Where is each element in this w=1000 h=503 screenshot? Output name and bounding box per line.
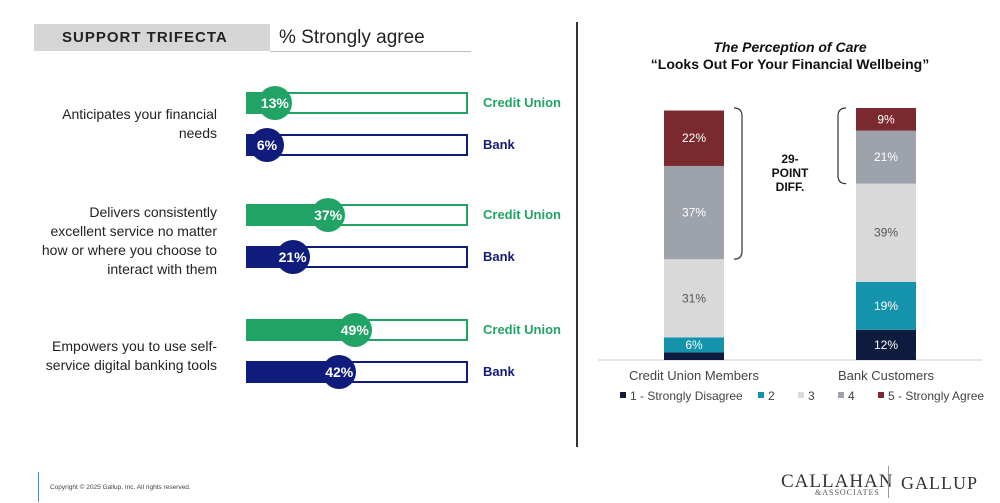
header-rule xyxy=(270,51,471,52)
question-label: Anticipates your financial needs xyxy=(20,105,217,143)
legend-swatch xyxy=(838,392,844,398)
question-label: Empowers you to use self-service digital… xyxy=(20,337,217,375)
right-bracket xyxy=(837,107,847,185)
bank-bar-fill xyxy=(248,363,342,381)
legend-swatch xyxy=(758,392,764,398)
stack-segment xyxy=(856,281,916,330)
chart-title: The Perception of Care xyxy=(713,39,867,55)
stack-segment xyxy=(856,130,916,184)
diff-annotation: POINT xyxy=(772,166,809,180)
section-title: SUPPORT TRIFECTA xyxy=(62,29,228,46)
header-box xyxy=(34,24,270,51)
bank-series-label: Bank xyxy=(483,137,515,152)
legend-label: 2 xyxy=(768,389,775,403)
diff-annotation: DIFF. xyxy=(776,180,805,194)
legend-label: 1 - Strongly Disagree xyxy=(630,389,743,403)
stack-segment xyxy=(664,110,724,166)
credit-union-bar-fill xyxy=(248,206,331,224)
diff-annotation: 29- xyxy=(781,152,798,166)
callahan-logo: CALLAHAN xyxy=(781,471,894,492)
footer-accent-line xyxy=(38,472,39,502)
chart-subtitle: “Looks Out For Your Financial Wellbeing” xyxy=(650,56,930,72)
segment-value-label: 12% xyxy=(874,338,898,352)
question-label-line: how or where you choose to xyxy=(41,242,217,258)
segment-value-label: 37% xyxy=(682,206,706,220)
bank-series-label: Bank xyxy=(483,364,515,379)
question-label-line: needs xyxy=(178,125,217,141)
legend-swatch xyxy=(878,392,884,398)
callahan-logo-associates: &ASSOCIATES xyxy=(815,488,880,497)
legend-label: 3 xyxy=(808,389,815,403)
credit-union-series-label: Credit Union xyxy=(483,95,561,110)
stack-segment xyxy=(856,183,916,282)
credit-union-bar-fill xyxy=(248,321,357,339)
credit-union-value-bubble: 49% xyxy=(337,313,372,347)
bank-series-label: Bank xyxy=(483,249,515,264)
bank-value-bubble: 21% xyxy=(275,240,310,274)
stack-segment xyxy=(664,352,724,360)
question-label-line: Empowers you to use self- xyxy=(52,338,217,354)
credit-union-bar-track xyxy=(246,204,468,226)
segment-value-label: 9% xyxy=(877,112,895,126)
stack-segment xyxy=(664,165,724,260)
legend-swatch xyxy=(620,392,626,398)
segment-value-label: 31% xyxy=(682,291,706,305)
bank-value-bubble: 42% xyxy=(322,355,357,389)
vertical-divider xyxy=(576,22,578,447)
legend-swatch xyxy=(798,392,804,398)
copyright-text: Copyright © 2025 Gallup, Inc. All rights… xyxy=(50,484,191,491)
segment-value-label: 19% xyxy=(874,299,898,313)
category-label: Credit Union Members xyxy=(629,368,760,383)
stack-segment xyxy=(856,108,916,131)
legend-label: 5 - Strongly Agree xyxy=(888,389,984,403)
bank-bar-track xyxy=(246,361,468,383)
question-label-line: interact with them xyxy=(107,261,217,277)
legend-label: 4 xyxy=(848,389,855,403)
credit-union-series-label: Credit Union xyxy=(483,322,561,337)
category-label: Bank Customers xyxy=(838,368,935,383)
question-label-line: Delivers consistently xyxy=(89,204,217,220)
question-label-line: Anticipates your financial xyxy=(62,106,217,122)
section-subtitle: % Strongly agree xyxy=(279,27,425,48)
segment-value-label: 6% xyxy=(685,338,703,352)
stack-segment xyxy=(664,337,724,353)
question-label-line: excellent service no matter xyxy=(50,223,217,239)
stack-segment xyxy=(856,329,916,360)
stack-segment xyxy=(664,259,724,338)
segment-value-label: 22% xyxy=(682,131,706,145)
stacked-bar-chart: 6%31%37%22%Credit Union Members12%19%39%… xyxy=(598,107,984,403)
gallup-logo: GALLUP xyxy=(901,473,978,493)
segment-value-label: 39% xyxy=(874,226,898,240)
question-label: Delivers consistently excellent service n… xyxy=(20,203,217,279)
segment-value-label: 21% xyxy=(874,150,898,164)
left-bracket xyxy=(733,107,743,260)
question-label-line: service digital banking tools xyxy=(45,357,217,373)
credit-union-value-bubble: 37% xyxy=(311,198,346,232)
credit-union-series-label: Credit Union xyxy=(483,207,561,222)
logo-divider xyxy=(888,466,889,498)
bank-value-bubble: 6% xyxy=(250,128,284,162)
credit-union-value-bubble: 13% xyxy=(257,86,292,120)
